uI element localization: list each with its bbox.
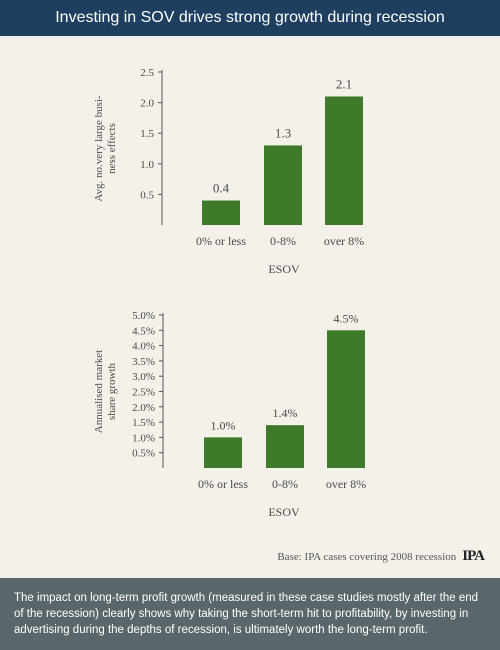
y-axis-label-line: Avg. no.very large busi- [93,95,105,202]
y-tick-label: 5.0% [132,310,155,322]
bar-chart-market-share: 0.5% 1.0% 1.5% 2.0% 2.5% 3.0% 3.5% 4.0% 4.5% 5.0%… [93,310,366,519]
chart-market-share: 0.5% 1.0% 1.5% 2.0% 2.5% 3.0% 3.5% 4.0% 4.5% 5.0%… [0,305,500,525]
y-tick-label: 2.5 [140,67,154,79]
x-tick-label: 0-8% [272,477,298,491]
data-label: 1.3 [275,125,291,140]
x-tick-label: 0% or less [196,234,246,248]
footer-text: The impact on long-term profit growth (m… [14,592,479,636]
y-tick-label: 1.0 [140,159,154,171]
y-tick-label: 2.5% [132,387,155,399]
data-label: 2.1 [336,76,352,91]
y-axis-label-line: share growth [106,362,118,420]
y-axis-label-line: ness effects [106,123,118,174]
y-tick-label: 2.0% [132,402,155,414]
source-note: Base: IPA cases covering 2008 recession … [277,548,485,565]
bar [202,200,240,225]
x-axis-label: ESOV [268,505,300,519]
y-tick-label: 1.0% [132,432,155,444]
bar [204,437,242,468]
y-tick-label: 4.5% [132,325,155,337]
data-label: 0.4 [213,181,230,196]
data-label: 1.0% [211,418,236,432]
y-tick-label: 1.5 [140,128,154,140]
bar [325,96,363,225]
y-axis-label: Annualised market share growth [93,350,118,433]
title-bar: Investing in SOV drives strong growth du… [0,0,500,36]
bar [327,330,365,468]
y-tick-label: 0.5 [140,189,154,201]
y-tick-label: 1.5% [132,417,155,429]
y-tick-label: 0.5% [132,448,155,460]
page-title: Investing in SOV drives strong growth du… [55,9,445,26]
x-tick-label: over 8% [326,477,366,491]
footer-caption: The impact on long-term profit growth (m… [0,578,500,650]
x-tick-label: over 8% [324,234,364,248]
x-tick-label: 0-8% [270,234,296,248]
y-tick-label: 2.0 [140,98,154,110]
y-tick-label: 3.5% [132,356,155,368]
y-axis-label-line: Annualised market [93,350,105,433]
chart-business-effects: 0.5 1.0 1.5 2.0 2.5 0.4 0% or less 1.3 0-8% 2.1 ov… [0,60,500,280]
x-tick-label: 0% or less [198,477,248,491]
bar-chart-business-effects: 0.5 1.0 1.5 2.0 2.5 0.4 0% or less 1.3 0-8% 2.1 ov… [93,67,364,276]
y-tick-label: 3.0% [132,371,155,383]
bar [264,145,302,225]
y-tick-label: 4.0% [132,341,155,353]
ipa-logo: IPA [462,548,485,564]
y-axis-label: Avg. no.very large busi-ness effects [93,95,118,202]
source-text: Base: IPA cases covering 2008 recession [277,550,457,563]
data-label: 4.5% [334,311,359,325]
x-axis-label: ESOV [268,262,300,276]
bar [266,425,304,468]
data-label: 1.4% [273,406,298,420]
